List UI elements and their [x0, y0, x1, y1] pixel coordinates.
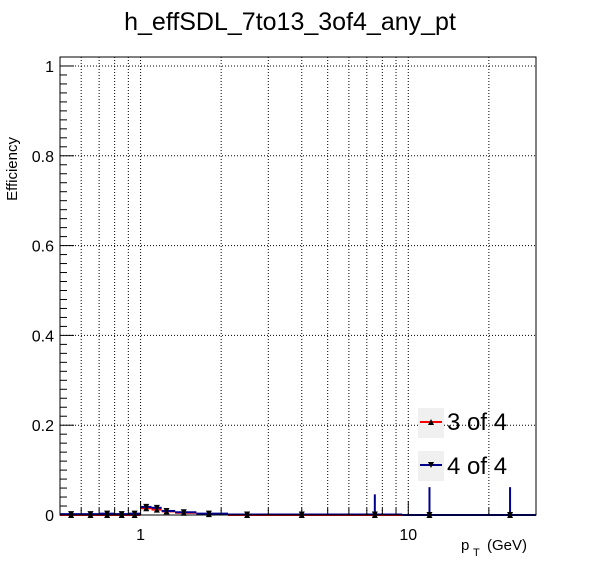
y-axis-title: Efficiency [4, 137, 21, 201]
series-layer [60, 487, 536, 518]
y-tick-label: 0.6 [32, 239, 54, 256]
grid-lines [59, 57, 537, 515]
data-point [143, 503, 150, 510]
x-axis-title-main: p [461, 537, 469, 554]
y-tick-labels: 0 0.2 0.4 0.6 0.8 1 [32, 59, 54, 525]
data-point [87, 511, 94, 518]
legend-marker-4of4 [428, 462, 434, 468]
data-point [180, 509, 187, 516]
x-tick-labels: 1 10 [136, 527, 417, 544]
data-point [68, 511, 75, 518]
legend-label-3of4: 3 of 4 [447, 409, 507, 436]
axis-ticks [59, 65, 537, 516]
series-3of4 [60, 505, 536, 518]
series-4of4 [60, 487, 536, 518]
data-point [163, 507, 170, 514]
legend-label-4of4: 4 of 4 [447, 453, 507, 480]
x-tick-label: 10 [399, 527, 417, 544]
y-tick-label: 1 [45, 59, 54, 76]
y-tick-label: 0.8 [32, 149, 54, 166]
x-axis-title-sub: T [473, 547, 480, 559]
x-tick-label: 1 [136, 527, 145, 544]
y-tick-label: 0 [45, 508, 54, 525]
plot-frame [59, 56, 537, 516]
data-point [118, 511, 125, 518]
data-point [153, 504, 160, 511]
data-point [131, 510, 138, 517]
x-axis-title-unit: (GeV) [487, 537, 527, 554]
data-point [205, 510, 212, 517]
chart-title: h_effSDL_7to13_3of4_any_pt [124, 8, 456, 36]
data-point [104, 510, 111, 517]
legend-marker-3of4 [428, 419, 434, 425]
y-tick-label: 0.4 [32, 328, 54, 345]
x-axis-title: p T (GeV) [461, 537, 527, 559]
legend: 3 of 4 4 of 4 [418, 408, 507, 481]
y-tick-label: 0.2 [32, 418, 54, 435]
